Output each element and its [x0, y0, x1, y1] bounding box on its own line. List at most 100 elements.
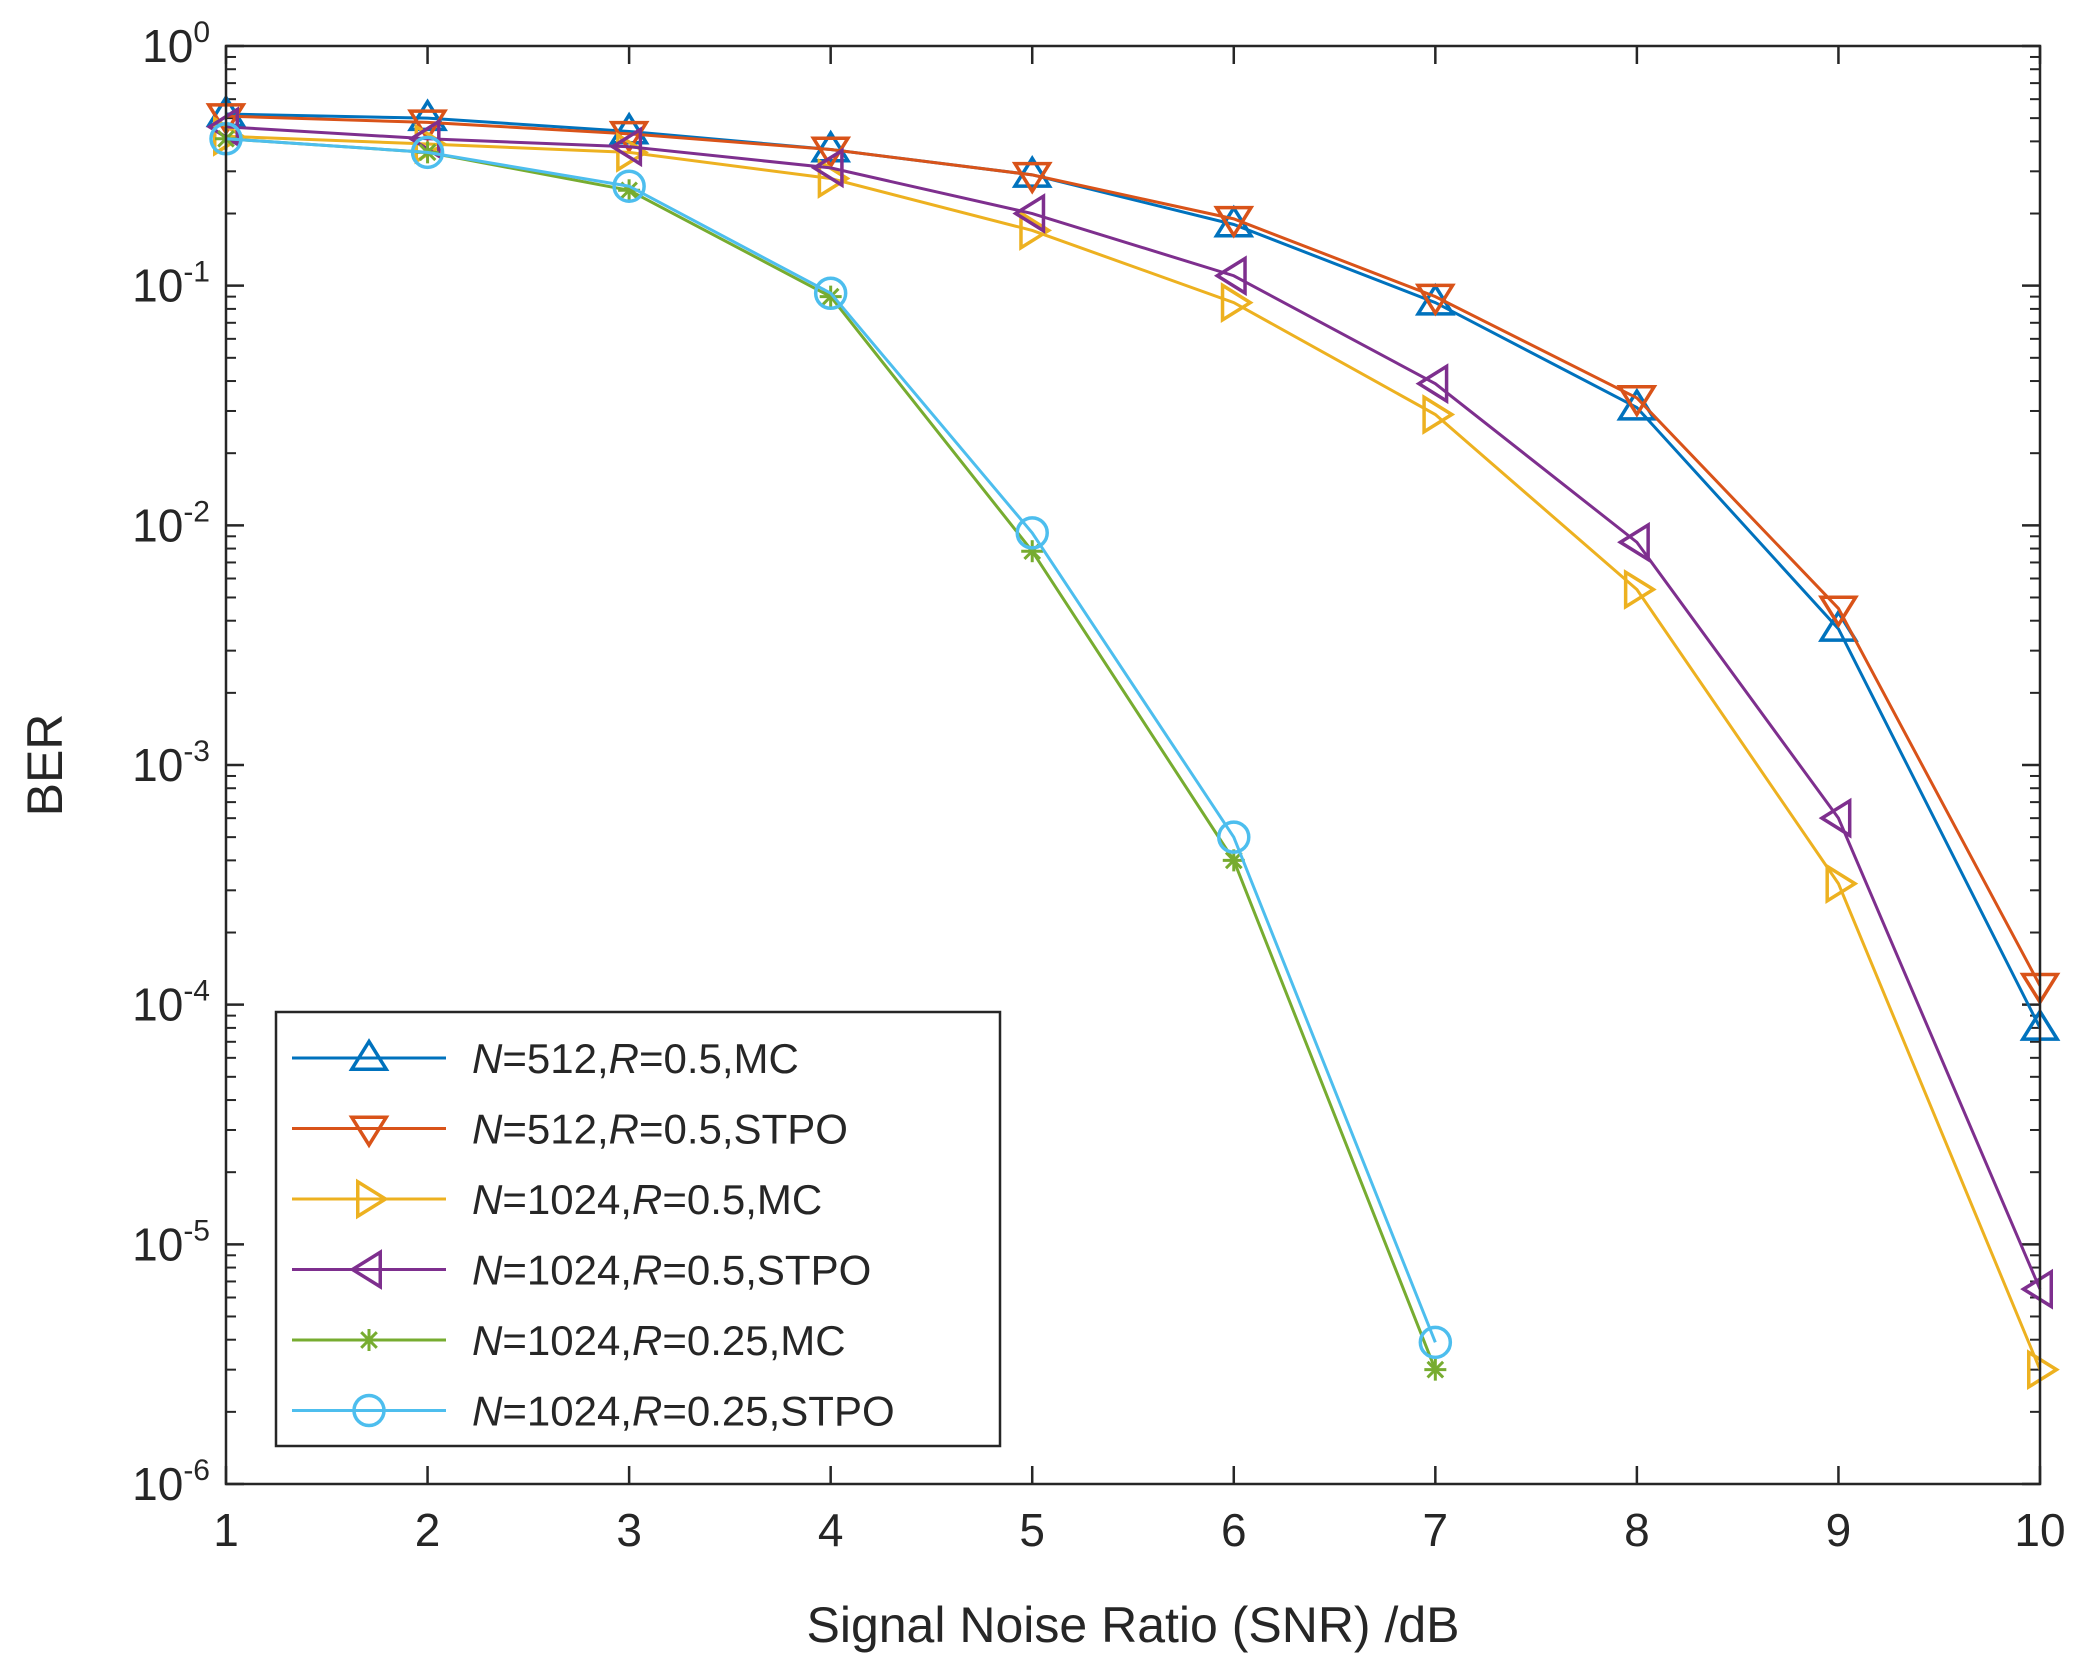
legend-label-part: =0.5,STPO — [639, 1106, 848, 1153]
data-point — [2027, 1349, 2060, 1391]
data-point — [1415, 363, 1449, 405]
legend-label-part: R — [632, 1247, 662, 1294]
legend-label-part: =1024, — [502, 1317, 632, 1364]
y-tick-label: 10-6 — [132, 1454, 210, 1510]
legend-label-part: R — [609, 1106, 639, 1153]
y-tick-label: 100 — [142, 16, 210, 72]
y-tick-base: 10 — [132, 739, 183, 791]
legend-label-part: =1024, — [502, 1176, 632, 1223]
x-tick-label: 9 — [1826, 1504, 1852, 1556]
y-tick-base: 10 — [132, 1458, 183, 1510]
y-tick-label: 10-1 — [132, 256, 210, 312]
y-tick-exponent: 0 — [193, 16, 210, 49]
y-tick-label: 10-4 — [132, 975, 210, 1031]
data-point — [1818, 595, 1859, 629]
y-tick-exponent: -5 — [183, 1214, 210, 1247]
y-tick-exponent: -6 — [183, 1454, 210, 1487]
series-line — [225, 112, 2042, 1029]
x-tick-label: 4 — [818, 1504, 844, 1556]
legend-swatch-marker — [356, 1178, 389, 1220]
legend-label-part: N — [472, 1317, 503, 1364]
legend-label-part: =0.5,MC — [662, 1176, 822, 1223]
plot-area-frame — [224, 44, 2042, 1486]
legend-label: N=1024,R=0.5,STPO — [472, 1247, 871, 1294]
legend-label-part: N — [472, 1035, 503, 1082]
legend-entry: N=1024,R=0.25,STPO — [292, 1388, 895, 1435]
data-point — [1011, 155, 1053, 188]
x-tick-label: 5 — [1019, 1504, 1045, 1556]
series-line — [225, 137, 1437, 1343]
legend-swatch-marker — [349, 1249, 382, 1290]
x-tick-label: 2 — [415, 1504, 441, 1556]
legend-entry: N=512,R=0.5,MC — [292, 1035, 799, 1082]
data-point — [407, 118, 441, 160]
y-tick-exponent: -2 — [183, 495, 210, 528]
series-line — [225, 134, 2042, 1371]
legend-entry: N=1024,R=0.25,MC — [292, 1317, 846, 1364]
legend-label-part: R — [632, 1176, 662, 1223]
data-point — [1825, 863, 1859, 904]
data-point — [609, 126, 643, 168]
asterisk-stroke — [1224, 851, 1243, 870]
y-tick-base: 10 — [132, 499, 183, 551]
series-line — [225, 125, 2042, 1290]
legend-entry: N=512,R=0.5,STPO — [292, 1106, 848, 1153]
legend-label: N=1024,R=0.25,MC — [472, 1317, 846, 1364]
series-2 — [213, 115, 2060, 1391]
data-point — [1015, 516, 1049, 550]
asterisk-stroke — [1426, 1360, 1445, 1379]
legend-label-part: N — [472, 1176, 503, 1223]
y-tick-exponent: -4 — [183, 975, 210, 1008]
legend-swatch-marker — [348, 1038, 390, 1071]
legend-label-part: =512, — [502, 1035, 608, 1082]
y-tick-base: 10 — [132, 979, 183, 1031]
series-5 — [209, 122, 1453, 1360]
legend-label-part: =1024, — [502, 1388, 632, 1435]
legend-label: N=512,R=0.5,MC — [472, 1035, 799, 1082]
data-point — [810, 147, 844, 189]
data-point — [1414, 283, 1456, 317]
x-tick-label: 7 — [1423, 1504, 1449, 1556]
legend-label-part: =512, — [502, 1106, 608, 1153]
data-point — [1222, 849, 1245, 872]
legend-label-part: N — [472, 1388, 503, 1435]
x-tick-label: 10 — [2014, 1504, 2065, 1556]
data-point — [1217, 820, 1251, 854]
data-point — [1424, 1358, 1447, 1381]
data-point — [1418, 1325, 1453, 1360]
data-point — [1617, 521, 1650, 563]
asterisk-stroke — [360, 1331, 378, 1349]
y-tick-label: 10-5 — [132, 1214, 210, 1270]
y-tick-base: 10 — [142, 20, 193, 72]
y-tick-label: 10-3 — [132, 735, 210, 791]
data-point — [612, 169, 646, 203]
data-point — [1213, 205, 1255, 239]
legend-label: N=512,R=0.5,STPO — [472, 1106, 848, 1153]
x-tick-label: 6 — [1221, 1504, 1247, 1556]
legend-label-part: =0.25,STPO — [662, 1388, 894, 1435]
data-point — [410, 135, 445, 170]
x-axis-title: Signal Noise Ratio (SNR) /dB — [806, 1597, 1459, 1653]
legend-label-part: =1024, — [502, 1247, 632, 1294]
legend-label-part: N — [472, 1106, 503, 1153]
y-tick-exponent: -1 — [183, 256, 210, 289]
legend-entry: N=1024,R=0.5,MC — [292, 1176, 822, 1223]
data-point — [1220, 282, 1254, 323]
y-tick-label: 10-2 — [132, 495, 210, 551]
data-point — [1623, 569, 1657, 610]
legend-label: N=1024,R=0.25,STPO — [472, 1388, 895, 1435]
y-tick-base: 10 — [132, 1218, 183, 1270]
legend-label-part: R — [609, 1035, 639, 1082]
series-line — [225, 114, 2042, 987]
x-tick-label: 8 — [1624, 1504, 1650, 1556]
legend-label-part: R — [632, 1388, 662, 1435]
legend-label-part: =0.5,MC — [639, 1035, 799, 1082]
x-tick-label: 1 — [213, 1504, 239, 1556]
data-point — [1422, 394, 1456, 435]
y-tick-base: 10 — [132, 260, 183, 312]
data-point — [2020, 1268, 2053, 1310]
asterisk-stroke — [620, 181, 638, 200]
legend-label-part: R — [632, 1317, 662, 1364]
